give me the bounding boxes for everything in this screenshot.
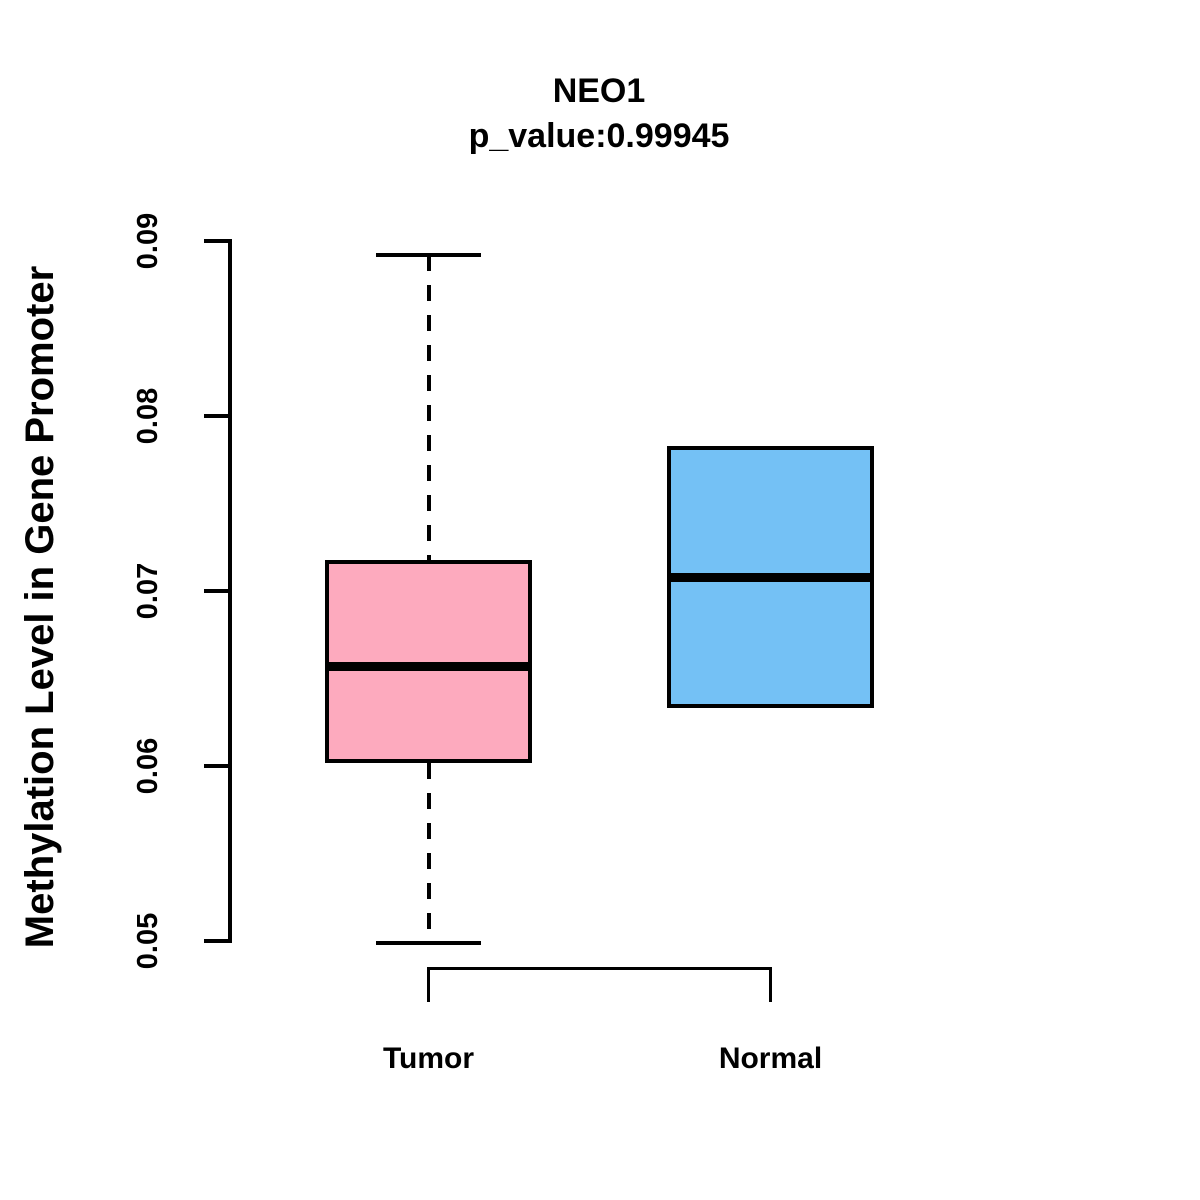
tumor-median-line (325, 661, 532, 671)
y-axis-tick-label: 0.08 (131, 387, 164, 445)
x-axis-tick-2 (769, 967, 772, 1002)
x-axis-line (427, 967, 772, 970)
y-axis-line (228, 239, 232, 943)
x-axis-tick-1 (427, 967, 430, 1002)
tumor-upper-whisker-cap (376, 253, 481, 257)
y-axis-tick-label: 0.05 (131, 912, 164, 970)
y-axis-tick (204, 589, 228, 593)
tumor-box (325, 559, 532, 763)
y-axis-tick (204, 414, 228, 418)
chart-title: NEO1 (552, 72, 646, 110)
y-axis-tick (204, 764, 228, 768)
chart-subtitle: p_value:0.99945 (468, 117, 730, 155)
y-axis-tick-label: 0.07 (131, 562, 164, 620)
normal-median-line (667, 572, 874, 582)
x-category-label-tumor: Tumor (382, 1042, 475, 1075)
y-axis-tick-label: 0.06 (131, 737, 164, 795)
y-axis-tick-label: 0.09 (131, 212, 164, 270)
tumor-lower-whisker-cap (376, 940, 481, 945)
y-axis-tick (204, 239, 228, 243)
y-axis-tick (204, 939, 228, 943)
x-category-label-normal: Normal (718, 1042, 823, 1075)
tumor-lower-whisker-line (426, 762, 431, 943)
tumor-upper-whisker-line (426, 255, 431, 560)
